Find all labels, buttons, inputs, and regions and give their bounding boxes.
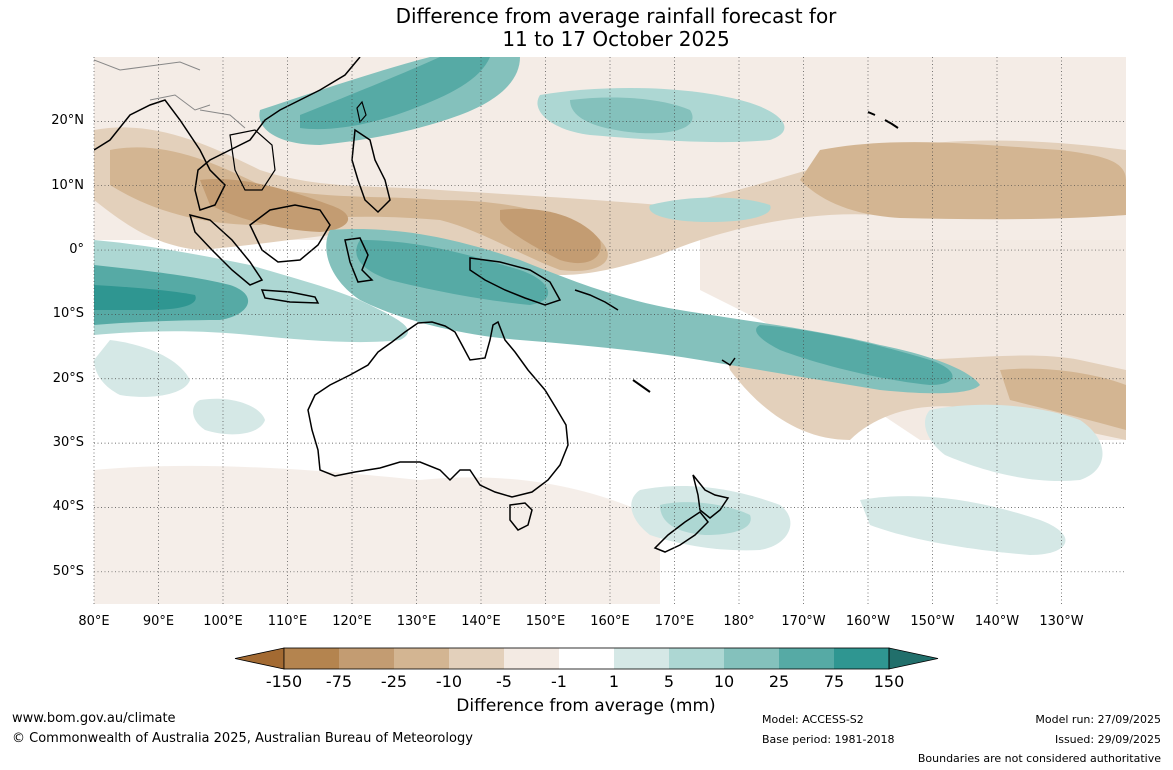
colorbar-tick-label: -25: [380, 672, 408, 691]
latitude-label: 20°N: [51, 113, 84, 129]
colorbar-swatch: [449, 648, 504, 669]
longitude-label: 160°W: [845, 614, 891, 629]
hawaii-islands: [867, 111, 899, 129]
longitude-label: 120°E: [332, 614, 372, 629]
longitude-label: 150°W: [910, 614, 955, 629]
colorbar-tick-label: 25: [768, 672, 790, 691]
colorbar-swatch: [779, 648, 834, 669]
longitude-label: 130°W: [1039, 614, 1084, 629]
australia-coastline: [307, 320, 569, 498]
longitude-label: 90°E: [142, 614, 175, 629]
taiwan-coastline: [356, 100, 367, 124]
light-brown-region-south: [94, 465, 660, 604]
longitude-label: 140°E: [461, 614, 501, 629]
colorbar-tick-label: -1: [551, 672, 567, 691]
colorbar-swatch: [504, 648, 559, 669]
colorbar-swatch: [339, 648, 394, 669]
colorbar-tick-label: -75: [325, 672, 353, 691]
wet-patch-south-indian: [94, 340, 190, 397]
wet-patch-indian-ocean: [193, 398, 265, 435]
new-zealand-south-island: [653, 510, 710, 553]
wet-region-scs-core: [300, 57, 490, 130]
latitude-label: 20°S: [52, 370, 84, 386]
dry-band-north-core: [110, 147, 608, 271]
wet-region-southeast-pacific: [925, 404, 1103, 481]
longitude-label: 170°E: [654, 614, 695, 629]
philippines-coastline: [351, 128, 391, 214]
colorbar-swatch: [614, 648, 669, 669]
latitude-label: 10°N: [51, 177, 84, 193]
colorbar-swatch: [394, 648, 449, 669]
website-link[interactable]: www.bom.gov.au/climate: [12, 711, 176, 726]
indochina-coastline: [229, 129, 276, 191]
colorbar-tick-label: 150: [873, 672, 905, 691]
wet-band-indian-ocean-peak: [94, 285, 196, 310]
asia-borders: [94, 59, 246, 129]
dry-region-southeast-core: [1000, 368, 1126, 430]
longitude-label: 180°: [723, 614, 755, 629]
colorbar-tick-label: 75: [823, 672, 845, 691]
colorbar-title: Difference from average (mm): [456, 696, 716, 716]
longitude-label: 140°W: [974, 614, 1020, 629]
tasmania-coastline: [509, 502, 533, 531]
java-coastline: [260, 289, 320, 304]
colorbar-extend-low: [234, 647, 285, 670]
colorbar-tick-label: 5: [663, 672, 675, 691]
longitude-label: 110°E: [267, 614, 308, 629]
boundary-disclaimer: Boundaries are not considered authoritat…: [917, 752, 1161, 765]
model-run-date: Model run: 27/09/2025: [1035, 713, 1161, 726]
wet-region-south-pacific: [860, 496, 1066, 555]
graticule: [93, 57, 1126, 604]
issued-date: Issued: 29/09/2025: [1054, 733, 1161, 746]
dry-band-core3: [200, 179, 349, 232]
copyright-notice: © Commonwealth of Australia 2025, Austra…: [12, 731, 473, 746]
colorbar-frame: [283, 647, 890, 670]
colorbar-tick-label: -10: [435, 672, 463, 691]
latitude-label: 30°S: [52, 435, 84, 451]
sulawesi-coastline: [344, 237, 374, 283]
latitude-label: 40°S: [52, 499, 84, 515]
colorbar-swatch: [834, 648, 889, 669]
fiji-islands: [721, 357, 736, 367]
longitude-label: 150°E: [525, 614, 566, 629]
longitude-label: 130°E: [396, 614, 437, 629]
colorbar-extend-high: [888, 647, 939, 670]
sumatra-coastline: [188, 213, 264, 286]
dry-band-core4: [500, 208, 601, 264]
dry-band-north-core2: [800, 142, 1126, 220]
model-name: Model: ACCESS-S2: [762, 713, 864, 726]
wet-band-spcz-core: [756, 325, 953, 385]
colorbar-swatch: [724, 648, 779, 669]
solomon-islands: [574, 289, 619, 311]
wet-region-north-pacific-core: [570, 97, 693, 134]
latitude-label: 50°S: [52, 563, 84, 579]
longitude-label: 80°E: [78, 614, 110, 629]
wet-band-maritime-core: [356, 240, 549, 305]
latitude-label: 0°: [69, 242, 84, 258]
colorbar-tick-label: -5: [496, 672, 512, 691]
new-guinea-coastline: [469, 257, 562, 306]
longitude-label: 160°E: [590, 614, 630, 629]
colorbar-swatch: [284, 648, 339, 669]
colorbar-swatch: [559, 648, 614, 669]
base-period: Base period: 1981-2018: [762, 733, 895, 746]
new-zealand-north-island: [692, 474, 730, 519]
latitude-label: 10°S: [52, 306, 84, 322]
colorbar-tick-label: -150: [265, 672, 303, 691]
wet-region-equatorial-east: [649, 197, 771, 222]
map-title-line2: 11 to 17 October 2025: [502, 27, 730, 51]
colorbar-tick-label: 10: [713, 672, 735, 691]
map-title-line1: Difference from average rainfall forecas…: [395, 4, 837, 28]
new-caledonia: [632, 379, 651, 393]
longitude-label: 100°E: [203, 614, 243, 629]
asia-mainland-coastline: [94, 57, 361, 211]
colorbar-tick-label: 1: [608, 672, 620, 691]
colorbar-swatch: [669, 648, 724, 669]
borneo-coastline: [249, 204, 331, 263]
longitude-label: 170°W: [781, 614, 826, 629]
